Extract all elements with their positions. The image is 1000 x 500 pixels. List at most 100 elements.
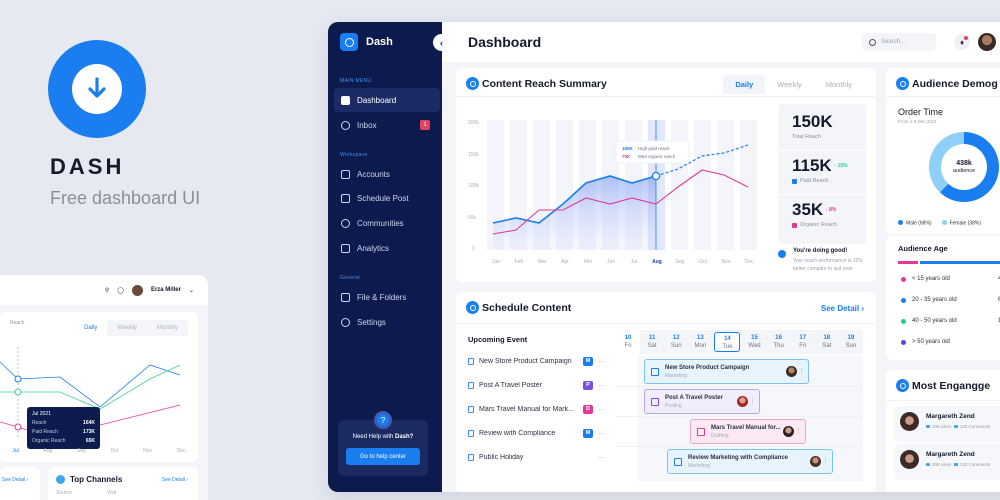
calendar-day[interactable]: 10 Fri xyxy=(616,330,641,354)
chevron-down-icon[interactable]: ⌄ xyxy=(188,287,194,294)
more-icon[interactable]: ⋮ xyxy=(822,458,829,465)
engage-list-item[interactable]: Margareth Zend 306 Likes 120 Comments xyxy=(894,406,1000,442)
mini-tab-weekly[interactable]: Weekly xyxy=(117,325,137,331)
svg-text:100k: 100k xyxy=(468,183,479,189)
event-item[interactable]: Mars Travel Manual for Mark... D ··· xyxy=(468,402,608,416)
stat-paid-reach: 115K ↑ 15% Paid Reach xyxy=(792,156,848,184)
dashboard-window: Dash MAIN MENU Dashboard Inbox 1 Workspa… xyxy=(328,22,1000,492)
assignee-avatar xyxy=(786,366,797,377)
audience-donut-chart xyxy=(929,132,999,202)
analytics-icon xyxy=(341,243,350,253)
app-name: Dash xyxy=(366,36,393,48)
megaphone-icon xyxy=(651,367,659,376)
sidebar-item-label: Accounts xyxy=(357,169,390,179)
avatar[interactable] xyxy=(131,284,143,296)
event-item[interactable]: Review with Compliance M ··· xyxy=(468,426,608,440)
search-input[interactable]: Search... xyxy=(862,33,936,51)
x-tick: Jul xyxy=(12,448,19,454)
poster-icon xyxy=(651,397,659,406)
stat-delta-down: ↓ 8% xyxy=(825,207,837,213)
event-tag: D xyxy=(583,404,593,414)
sidebar-item-schedule-post[interactable]: Schedule Post xyxy=(334,186,440,210)
app-logo[interactable]: Dash xyxy=(340,33,393,51)
calendar-day[interactable]: 12 Sun xyxy=(670,335,682,350)
tab-weekly[interactable]: Weekly xyxy=(777,80,802,89)
top-channels-title: Top Channels xyxy=(70,475,123,484)
svg-text:Jun: Jun xyxy=(607,259,615,265)
more-icon[interactable]: ⋮ xyxy=(749,398,756,405)
calendar-day[interactable]: 17 Fri xyxy=(799,335,807,350)
reach-line-chart: 200k 150k 100k 50k 0 xyxy=(468,120,757,265)
more-icon[interactable]: ⋮ xyxy=(798,368,805,375)
sidebar-item-communities[interactable]: Communities xyxy=(334,211,440,235)
x-tick: Nov xyxy=(143,448,152,454)
bell-icon[interactable]: ◯ xyxy=(117,287,124,294)
calendar-day[interactable]: 18 Sat xyxy=(822,335,832,350)
help-center-button[interactable]: Go to help center xyxy=(346,448,420,465)
event-item[interactable]: Public Holiday ··· xyxy=(468,450,608,464)
top-channels-card: Top Channels See Detail › Source Visit xyxy=(48,467,198,500)
tab-daily[interactable]: Daily xyxy=(723,75,766,94)
inbox-badge: 1 xyxy=(420,120,430,130)
calendar-day[interactable]: 13 Mon xyxy=(694,335,707,350)
more-icon[interactable]: ⋮ xyxy=(795,428,802,435)
more-icon[interactable]: ··· xyxy=(598,380,604,390)
svg-text:Nov: Nov xyxy=(722,259,731,265)
user-name: Erza Miller xyxy=(150,287,181,293)
sidebar-item-label: Settings xyxy=(357,317,386,327)
event-item[interactable]: New Store Product Campaign M ··· xyxy=(468,354,608,368)
calendar-day[interactable]: 19 Sun xyxy=(845,335,857,350)
svg-text:0: 0 xyxy=(472,246,475,252)
stat-label: Paid Reach xyxy=(800,178,829,184)
stat-value: 150K xyxy=(792,112,833,131)
calendar-event[interactable]: Post A Travel Poster Posting ⋮ xyxy=(644,389,760,414)
mini-tab-monthly[interactable]: Monthly xyxy=(156,325,178,331)
x-tick: Aug xyxy=(43,448,53,454)
sidebar-item-settings[interactable]: Settings xyxy=(334,310,440,334)
tab-monthly[interactable]: Monthly xyxy=(825,80,852,89)
age-distribution-bar xyxy=(898,261,1000,264)
age-group: 40 - 50 years old 1 xyxy=(901,318,1000,324)
stat-organic-reach: 35K ↓ 8% Organic Reach xyxy=(792,200,837,228)
calendar: 10 Fri 11 Sat 12 Sun 13 Mon 14 Tue 15 Wed 16 Th… xyxy=(616,330,863,485)
sidebar-item-inbox[interactable]: Inbox 1 xyxy=(334,113,440,137)
svg-text:Mar: Mar xyxy=(538,259,547,265)
see-detail-link[interactable]: See Detail xyxy=(161,477,185,483)
notification-button[interactable]: ♦ xyxy=(954,34,970,50)
document-icon xyxy=(468,381,474,389)
engage-list-item[interactable]: Margareth Zend 306 Likes 120 Comments xyxy=(894,444,1000,480)
search-icon[interactable]: ⚲ xyxy=(104,287,110,294)
sidebar-item-file-folders[interactable]: File & Folders xyxy=(334,285,440,309)
stat-label: Total Reach xyxy=(792,134,822,140)
calendar-day[interactable]: 16 Thu xyxy=(773,335,784,350)
user-avatar[interactable] xyxy=(978,33,996,51)
more-icon[interactable]: ··· xyxy=(598,452,604,462)
calendar-day-today[interactable]: 14 Tue xyxy=(714,332,741,352)
sidebar-item-accounts[interactable]: Accounts xyxy=(334,162,440,186)
event-item[interactable]: Post A Travel Poster P ··· xyxy=(468,378,608,392)
sidebar-item-label: Analytics xyxy=(357,243,390,253)
more-icon[interactable]: ··· xyxy=(598,428,604,438)
stat-delta-up: ↑ 15% xyxy=(833,163,848,169)
calendar-event[interactable]: Mars Travel Manual for... Drafting ⋮ xyxy=(690,419,806,444)
section-label-main-menu: MAIN MENU xyxy=(340,78,372,84)
collapse-sidebar-button[interactable]: ‹ xyxy=(433,34,450,51)
calendar-day[interactable]: 15 Wed xyxy=(748,335,761,350)
sidebar-item-analytics[interactable]: Analytics xyxy=(334,236,440,260)
page-title: Dashboard xyxy=(468,34,542,50)
document-icon xyxy=(468,357,474,365)
calendar-event[interactable]: Review Marketing with Compliance Marketin… xyxy=(667,449,833,474)
sidebar-item-dashboard[interactable]: Dashboard xyxy=(334,88,440,112)
more-icon[interactable]: ··· xyxy=(598,356,604,366)
svg-text:185K: 185K xyxy=(622,146,634,151)
card-title: Audience Demog xyxy=(912,78,998,90)
calendar-event[interactable]: New Store Product Campaign Marketing ⋮ xyxy=(644,359,809,384)
see-detail-link[interactable]: See Detail xyxy=(2,477,26,483)
calendar-header: 10 Fri 11 Sat 12 Sun 13 Mon 14 Tue 15 Wed 16 Th… xyxy=(616,330,863,354)
calendar-day[interactable]: 11 Sat xyxy=(647,335,657,350)
mini-tab-daily[interactable]: Daily xyxy=(74,320,108,336)
more-icon[interactable]: ··· xyxy=(598,404,604,414)
age-group: < 15 years old 4 xyxy=(901,276,1000,282)
mini-preview: ⚲ ◯ Erza Miller ⌄ Reach Daily Weekly Mon… xyxy=(0,275,208,500)
see-detail-link[interactable]: See Detail › xyxy=(820,304,864,313)
